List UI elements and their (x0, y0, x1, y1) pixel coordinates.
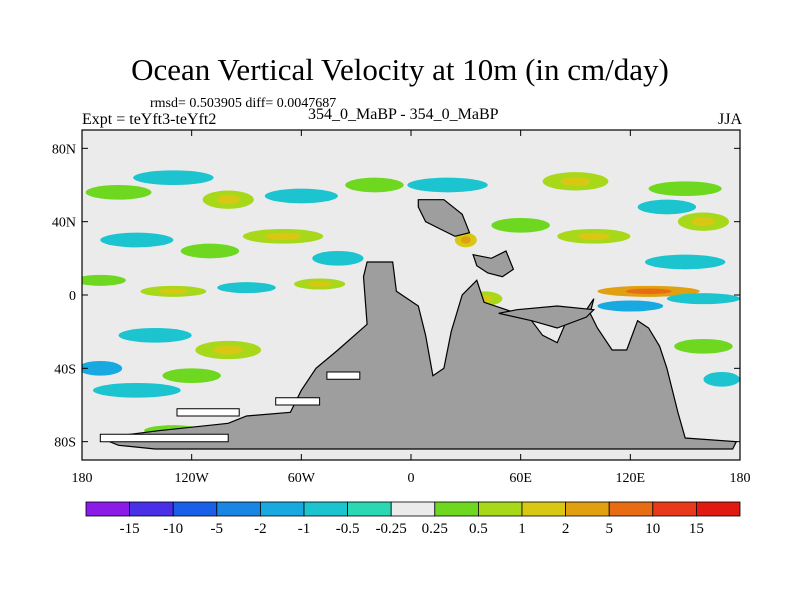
colorbar-swatch (85, 501, 130, 517)
experiment-label: Expt = teYft3-teYft2 (82, 111, 217, 128)
anomaly-patch (703, 372, 740, 387)
ocean-block (275, 397, 321, 406)
anomaly-patch (674, 339, 733, 354)
colorbar-label: 0.5 (469, 521, 488, 537)
land-mass (472, 250, 515, 278)
anomaly-patch (264, 188, 338, 204)
colorbar-label: -10 (163, 521, 183, 537)
anomaly-patch (180, 243, 240, 259)
colorbar: -15 -10 -5 -2 -1 -0.5 -0.25 0.25 0.5 1 2 5 10 15 (85, 501, 741, 537)
anomaly-core (264, 232, 302, 240)
anomaly-core (577, 232, 611, 240)
anomaly-patch (407, 177, 488, 193)
chart-title: Ocean Vertical Velocity at 10m (in cm/da… (131, 52, 669, 87)
y-tick-label: 0 (69, 289, 76, 304)
anomaly-patch (82, 361, 123, 376)
anomaly-core (460, 236, 471, 244)
colorbar-label: 5 (605, 521, 613, 537)
x-tick-label: 120W (175, 471, 210, 486)
anomaly-patch (82, 274, 126, 286)
colorbar-swatch (259, 501, 305, 517)
anomaly-core (213, 345, 244, 355)
y-tick-label: 40N (52, 216, 76, 231)
x-tick-label: 0 (408, 471, 415, 486)
anomaly-core (216, 195, 240, 205)
y-tick-label: 80N (52, 142, 76, 157)
colorbar-label: -15 (120, 521, 140, 537)
ocean-block (99, 433, 229, 443)
colorbar-swatch (477, 501, 523, 517)
colorbar-swatch (434, 501, 479, 517)
case-label: 354_0_MaBP - 354_0_MaBP (308, 106, 499, 123)
rmsd-diff-stats: rmsd= 0.503905 diff= 0.0047687 (150, 96, 337, 111)
colorbar-label: -5 (211, 521, 224, 537)
colorbar-label: 0.25 (422, 521, 448, 537)
colorbar-swatch (216, 501, 261, 517)
colorbar-label: 1 (518, 521, 526, 537)
anomaly-patch (118, 328, 192, 343)
land-mass (100, 261, 738, 450)
anomaly-core (560, 176, 591, 186)
colorbar-swatch (608, 501, 654, 517)
season-label: JJA (717, 111, 742, 128)
anomaly-patch (491, 218, 550, 233)
anomaly-core (625, 288, 672, 295)
colorbar-label: -0.25 (376, 521, 407, 537)
x-tick-label: 180 (730, 471, 751, 486)
colorbar-label: 10 (645, 521, 660, 537)
colorbar-swatch (303, 501, 348, 517)
ocean-block-layer (99, 371, 361, 443)
anomaly-patch (162, 368, 221, 383)
anomaly-core (691, 217, 715, 227)
colorbar-label: 2 (562, 521, 570, 537)
anomaly-patch (644, 254, 726, 270)
land-layer (100, 199, 738, 450)
anomaly-core (158, 288, 189, 295)
x-tick-label: 60E (509, 471, 532, 486)
colorbar-label: -0.5 (336, 521, 360, 537)
anomaly-patch (92, 383, 181, 398)
colorbar-swatch (565, 501, 610, 517)
colorbar-swatch (172, 501, 218, 517)
anomaly-patch (217, 282, 276, 294)
ocean-block (326, 371, 361, 380)
land-mass (417, 199, 471, 237)
colorbar-swatch (129, 501, 174, 517)
anomaly-core (308, 281, 332, 287)
anomaly-patch (133, 170, 214, 186)
colorbar-label: -2 (254, 521, 267, 537)
colorbar-swatch (696, 501, 741, 517)
anomaly-patch (100, 232, 174, 248)
anomaly-patch (312, 251, 364, 266)
colorbar-swatch (347, 501, 392, 517)
anomaly-patch (85, 185, 152, 200)
anomaly-patch (597, 300, 664, 312)
colorbar-swatch (652, 501, 697, 517)
ocean-block (176, 408, 240, 417)
x-tick-label: 180 (72, 471, 93, 486)
y-tick-label: 80S (54, 436, 76, 451)
x-tick-label: 60W (288, 471, 316, 486)
axes-layer: 180 120W 60W 0 60E 120E 180 80N 40N 0 40S 80S (52, 130, 751, 486)
colorbar-swatch (521, 501, 566, 517)
anomaly-patch (648, 181, 722, 197)
colorbar-label: 15 (689, 521, 704, 537)
colorbar-swatch (390, 501, 436, 517)
x-tick-label: 120E (616, 471, 646, 486)
land-mass (498, 305, 596, 329)
anomaly-patch (666, 293, 740, 305)
colorbar-label: -1 (298, 521, 311, 537)
y-tick-label: 40S (54, 362, 76, 377)
anomaly-patch (345, 177, 404, 193)
anomaly-patch (637, 199, 697, 215)
